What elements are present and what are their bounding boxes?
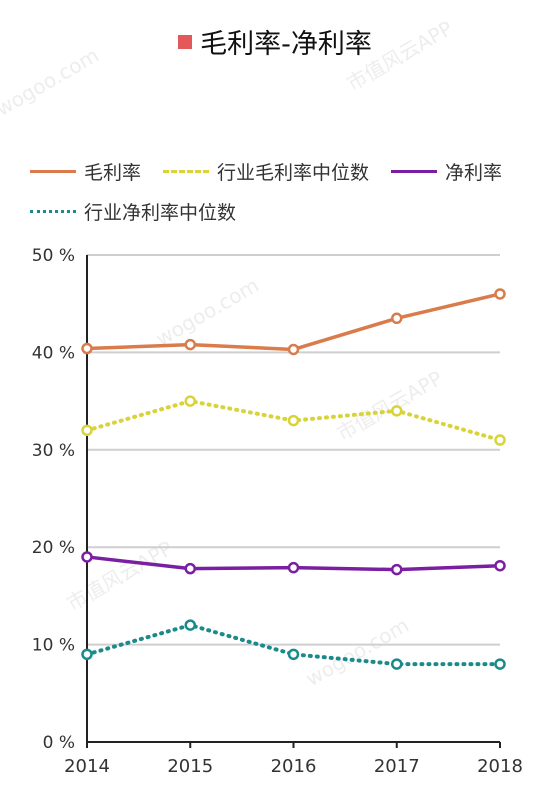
title-marker-icon [178, 34, 193, 49]
chart-title: 毛利率-净利率 [200, 29, 372, 60]
data-point [494, 434, 506, 446]
y-tick-label: 40 % [32, 343, 75, 363]
legend-row-1: 毛利率 行业毛利率中位数 净利率 [30, 158, 524, 185]
x-tick-label: 2016 [271, 756, 317, 777]
x-tick-label: 2017 [374, 756, 420, 777]
data-point [184, 395, 196, 407]
y-tick-label: 10 % [32, 636, 75, 656]
data-point [391, 312, 403, 325]
data-point [391, 658, 403, 670]
y-tick-label: 30 % [32, 441, 75, 461]
chart-title-wrap: 毛利率-净利率 [0, 22, 550, 61]
legend-label: 毛利率 [84, 162, 142, 184]
data-point [184, 338, 196, 351]
y-tick-label: 0 % [43, 733, 75, 753]
data-point [81, 551, 93, 563]
series-line [85, 623, 502, 667]
data-point [184, 562, 196, 575]
data-point [494, 559, 506, 572]
legend-item-gross-margin: 毛利率 [30, 158, 141, 185]
x-tick-label: 2014 [64, 756, 110, 777]
data-point [81, 424, 93, 437]
x-tick-label: 2018 [477, 756, 523, 777]
data-point [391, 405, 403, 417]
legend-row-2: 行业净利率中位数 [30, 198, 258, 225]
legend-label: 行业净利率中位数 [84, 202, 237, 224]
data-point [81, 648, 93, 661]
legend-item-net-margin: 净利率 [391, 158, 502, 185]
legend-swatch [391, 170, 438, 173]
data-point [287, 414, 300, 427]
legend-swatch [30, 210, 76, 213]
data-point [287, 561, 300, 574]
legend-label: 行业毛利率中位数 [217, 162, 370, 184]
data-point [81, 342, 93, 355]
data-point [287, 648, 300, 661]
series-line [85, 292, 502, 352]
data-point [494, 658, 506, 670]
legend-item-industry-gross-margin: 行业毛利率中位数 [163, 158, 369, 185]
legend-swatch [163, 170, 210, 173]
legend-label: 净利率 [445, 162, 503, 184]
y-tick-label: 50 % [32, 246, 75, 266]
x-tick-label: 2015 [167, 756, 213, 777]
data-point [184, 619, 196, 631]
y-tick-label: 20 % [32, 538, 75, 558]
data-point [391, 563, 403, 576]
legend-item-industry-net-margin: 行业净利率中位数 [30, 198, 236, 225]
data-point [494, 288, 506, 300]
legend-swatch [30, 170, 76, 173]
data-point [287, 343, 300, 356]
